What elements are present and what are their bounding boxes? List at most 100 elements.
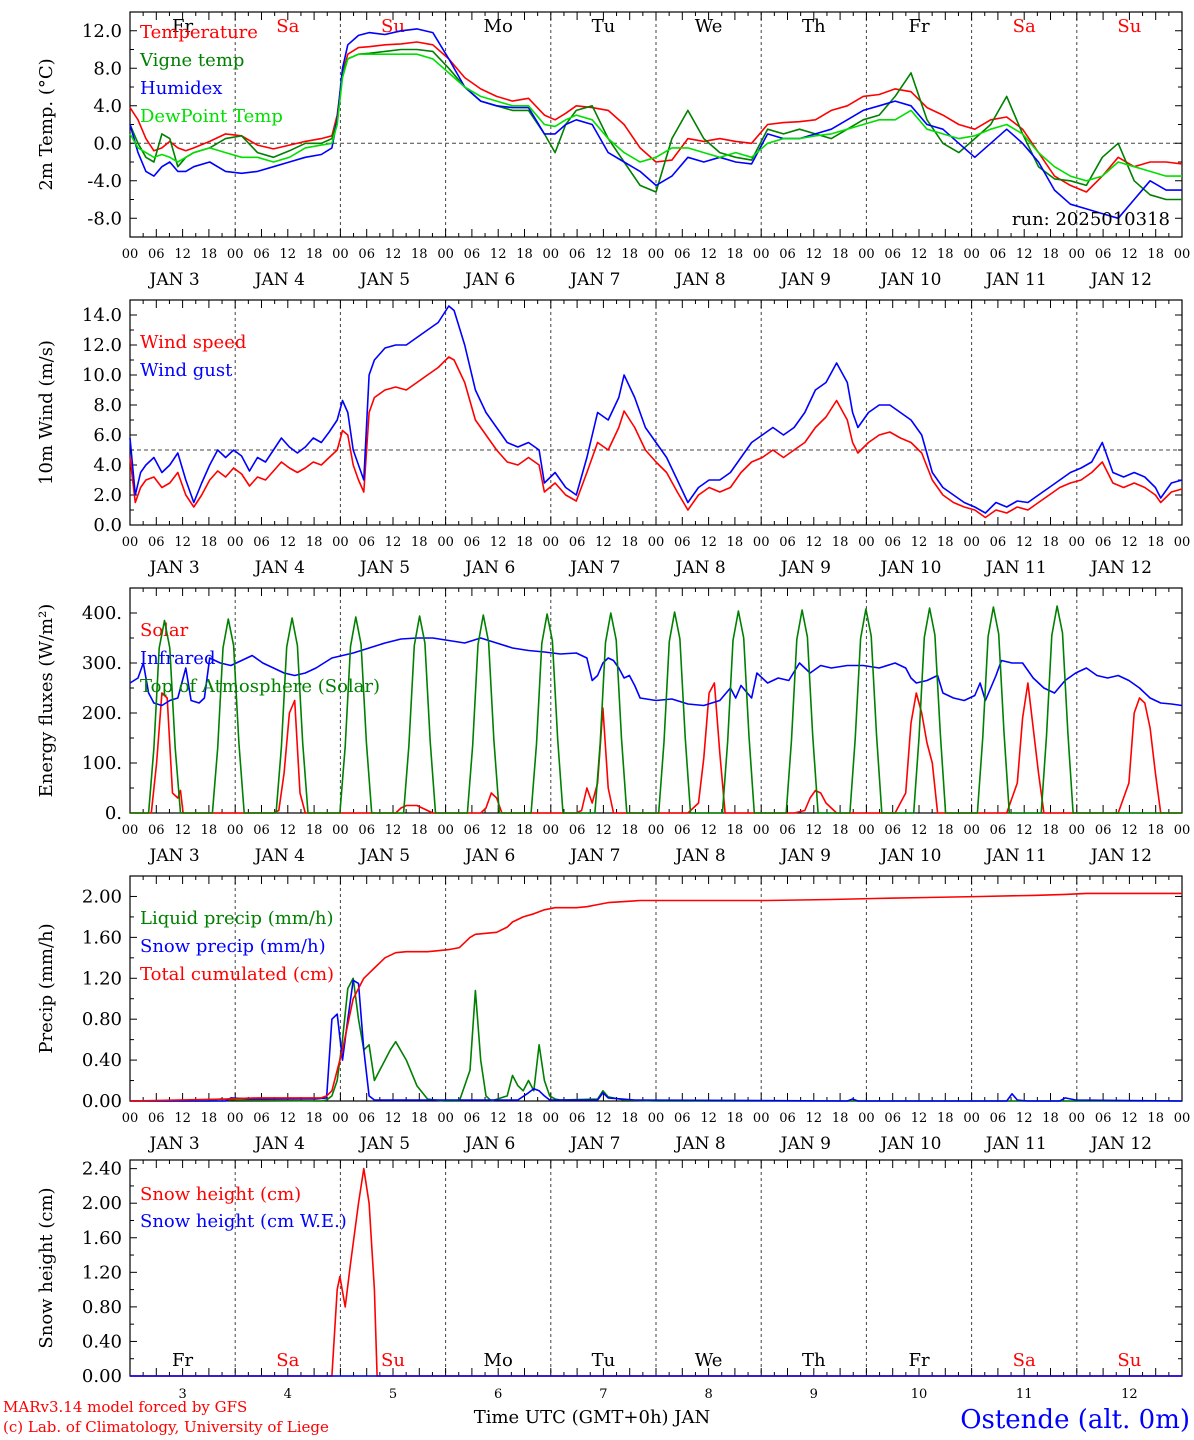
hour-tick-label: 06 [674,535,691,550]
hour-tick-label: 00 [1069,1111,1086,1126]
hour-tick-label: 06 [358,1111,375,1126]
hour-tick-label: 06 [148,535,165,550]
y-tick-label: 8.0 [93,395,122,416]
hour-tick-label: 00 [332,247,349,262]
date-label: JAN 11 [984,558,1047,578]
hour-tick-label: 00 [227,247,244,262]
legend-entry: Wind gust [140,360,233,381]
date-label: JAN 10 [878,846,941,866]
y-tick-label: 200. [82,703,122,724]
date-label: JAN 8 [674,1134,726,1154]
hour-tick-label: 00 [227,823,244,838]
day-number-label: 12 [1121,1387,1138,1402]
weekday-label: Th [802,16,826,37]
hour-tick-label: 18 [1147,535,1164,550]
date-label: JAN 10 [878,558,941,578]
y-axis-label: 2m Temp. (°C) [36,58,57,190]
y-tick-label: 12.0 [82,21,122,42]
time-axis-title: Time UTC (GMT+0h) JAN [474,1407,711,1428]
hour-tick-label: 06 [674,247,691,262]
hour-tick-label: 00 [227,535,244,550]
hour-tick-label: 18 [621,247,638,262]
hour-tick-label: 00 [1069,247,1086,262]
date-label: JAN 3 [148,846,200,866]
y-tick-label: 2.00 [82,1193,122,1214]
hour-tick-label: 06 [779,1111,796,1126]
date-label: JAN 6 [463,270,515,290]
hour-tick-label: 06 [674,823,691,838]
hour-tick-label: 18 [306,823,323,838]
day-number-label: 10 [911,1387,928,1402]
hour-tick-label: 12 [595,823,612,838]
y-tick-label: 0.80 [82,1009,122,1030]
legend-entry: Temperature [140,22,258,43]
plot-frame [129,299,1183,526]
hour-tick-label: 18 [201,535,218,550]
series-line-2 [129,637,1183,707]
legend-entry: Solar [140,620,189,641]
panel-2: 0.0 2.0 4.0 6.0 8.0 10.0 12.0 14.0 10m Wind (m/s… [36,299,1190,578]
hour-tick-label: 18 [201,1111,218,1126]
date-label: JAN 3 [148,1134,200,1154]
hour-tick-label: 18 [937,247,954,262]
weekday-label: We [695,16,723,37]
hour-tick-label: 12 [1016,247,1033,262]
date-label: JAN 6 [463,558,515,578]
hour-tick-label: 12 [911,823,928,838]
hour-tick-label: 12 [490,823,507,838]
hour-tick-label: 00 [543,823,560,838]
hour-tick-label: 06 [253,1111,270,1126]
hour-tick-label: 18 [937,1111,954,1126]
hour-tick-label: 00 [1069,535,1086,550]
y-tick-label: 8.0 [93,58,122,79]
credit-line-2: (c) Lab. of Climatology, University of L… [3,1418,329,1436]
panel-5: 0.00 0.40 0.80 1.20 1.60 2.00 2.40 Snow height … [36,1159,1183,1402]
hour-tick-label: 18 [201,247,218,262]
plot-frame [129,11,1183,238]
series-line-2 [129,305,1183,514]
hour-tick-label: 00 [437,1111,454,1126]
hour-tick-label: 00 [1174,1111,1191,1126]
day-number-label: 5 [389,1387,397,1402]
hour-tick-label: 06 [253,247,270,262]
hour-tick-label: 12 [174,823,191,838]
hour-tick-label: 18 [1147,1111,1164,1126]
date-label: JAN 9 [779,846,831,866]
hour-tick-label: 12 [911,535,928,550]
y-tick-label: 400. [82,603,122,624]
hour-tick-label: 06 [1095,535,1112,550]
hour-tick-label: 06 [358,535,375,550]
hour-tick-label: 06 [884,823,901,838]
hour-tick-label: 18 [621,1111,638,1126]
date-label: JAN 11 [984,1134,1047,1154]
hour-tick-label: 18 [937,823,954,838]
hour-tick-label: 18 [621,535,638,550]
weekday-label: Fr [908,16,929,37]
hour-tick-label: 12 [1121,535,1138,550]
day-number-label: 11 [1016,1387,1033,1402]
hour-tick-label: 06 [884,247,901,262]
hour-tick-label: 00 [1069,823,1086,838]
hour-tick-label: 06 [253,823,270,838]
hour-tick-label: 06 [358,247,375,262]
hour-tick-label: 12 [280,1111,297,1126]
hour-tick-label: 06 [464,823,481,838]
hour-tick-label: 18 [411,247,428,262]
date-label: JAN 7 [568,1134,620,1154]
date-label: JAN 5 [358,270,410,290]
y-tick-label: 0.40 [82,1050,122,1071]
hour-tick-label: 18 [516,823,533,838]
y-axis-label: Precip (mm/h) [36,923,57,1053]
y-tick-label: 0.80 [82,1297,122,1318]
hour-tick-label: 18 [201,823,218,838]
hour-tick-label: 12 [806,247,823,262]
date-label: JAN 3 [148,558,200,578]
hour-tick-label: 12 [280,247,297,262]
y-tick-label: 0. [105,803,122,824]
weekday-label: Sa [1013,16,1036,37]
series-line-1 [129,356,1183,519]
hour-tick-label: 12 [385,823,402,838]
legend-entry: DewPoint Temp [140,106,283,127]
hour-tick-label: 12 [1121,823,1138,838]
y-tick-label: 0.00 [82,1366,122,1387]
